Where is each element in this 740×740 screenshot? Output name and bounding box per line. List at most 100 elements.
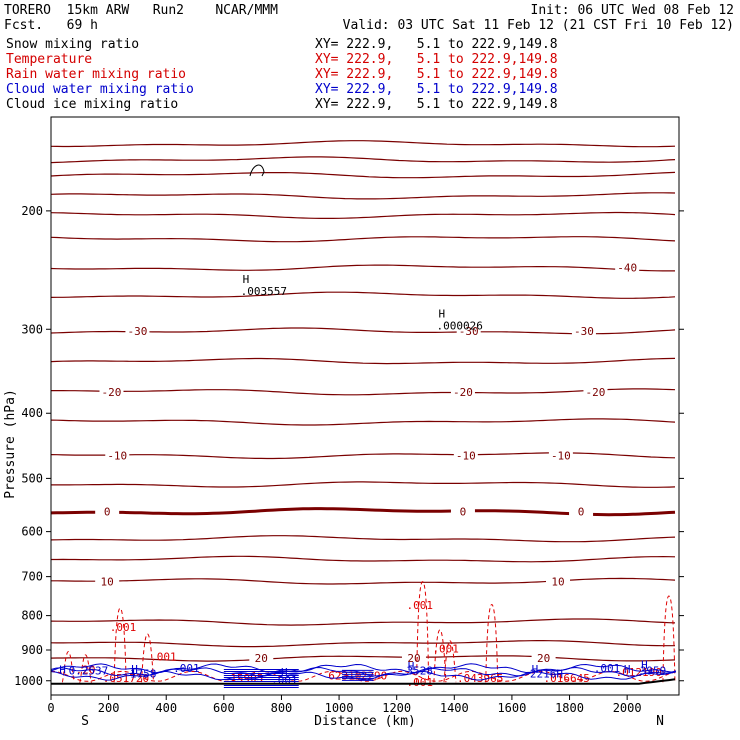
x-tick-label-1600: 1600 xyxy=(497,701,526,715)
isotherm-2 xyxy=(50,171,676,179)
field-range-rain: XY= 222.9, 5.1 to 222.9,149.8 xyxy=(315,67,558,82)
isotherm-label-6-0: -40 xyxy=(617,262,637,275)
isotherm-label-bg-10-2 xyxy=(583,385,608,398)
x-tick-label-1000: 1000 xyxy=(325,701,354,715)
snow-high-marker-1: H xyxy=(439,307,446,320)
isotherm-label-14-1: 0 xyxy=(460,505,467,518)
rain-contour-8 xyxy=(662,595,676,683)
y-tick-label-700: 700 xyxy=(21,570,43,584)
forecast-hour: Fcst. 69 h xyxy=(4,18,98,33)
x-tick-label-800: 800 xyxy=(271,701,293,715)
isotherm-label-10-1: -20 xyxy=(453,386,473,399)
isotherm-label-8-2: -30 xyxy=(574,325,594,338)
x-tick-label-200: 200 xyxy=(98,701,120,715)
x-tick-label-1800: 1800 xyxy=(555,701,584,715)
rain-contour-6 xyxy=(443,640,457,683)
snow-value-1: .000026 xyxy=(437,319,483,332)
rain-contour-1 xyxy=(79,654,93,683)
isotherm-label-bg-14-1 xyxy=(450,504,475,517)
isotherm-5 xyxy=(50,236,676,243)
cloud-label-0: H xyxy=(59,664,66,677)
temperature-isotherms: -40 -30 -30 -30 -20 -20 -20 -10 -10 -10 0 0 0 10 10 20 2… xyxy=(50,140,676,665)
cloud-contour-1 xyxy=(50,666,677,677)
cloud-label-11: .001 xyxy=(594,662,621,675)
rain-label-2: .001 xyxy=(406,599,433,612)
isotherm-18 xyxy=(50,618,676,626)
rain-contour-3 xyxy=(141,633,155,683)
cloud-label-6: .001 xyxy=(271,674,298,687)
ground-surface xyxy=(51,678,676,685)
isotherm-label-bg-17-1 xyxy=(546,574,571,587)
snow-high-marker-0: H xyxy=(243,273,250,286)
field-range-cloud-water: XY= 222.9, 5.1 to 222.9,149.8 xyxy=(315,82,558,97)
isotherm-label-8-0: -30 xyxy=(127,325,147,338)
cloud-label-3: 1758 xyxy=(130,667,157,680)
x-tick-label-0: 0 xyxy=(47,701,54,715)
isotherm-label-17-0: 10 xyxy=(101,576,114,589)
isotherm-11 xyxy=(50,418,676,426)
isotherm-label-14-2: 0 xyxy=(578,505,585,518)
cloud-label-2: H xyxy=(131,663,138,676)
isotherm-label-12-0: -10 xyxy=(107,449,127,462)
isotherm-label-bg-8-1 xyxy=(456,324,481,337)
isotherm-label-10-0: -20 xyxy=(102,386,122,399)
isotherm-label-bg-8-0 xyxy=(125,324,150,337)
y-tick-label-300: 300 xyxy=(21,322,43,336)
rain-contour-7 xyxy=(485,603,499,683)
isotherm-6 xyxy=(50,264,675,272)
cloud-label-1: 0.2537 xyxy=(69,664,109,677)
isotherm-label-10-2: -20 xyxy=(586,386,606,399)
isotherm-label-bg-20-0 xyxy=(249,650,274,663)
isotherm-15 xyxy=(50,535,676,543)
rain-contour-4 xyxy=(416,581,430,683)
isotherm-label-bg-14-2 xyxy=(569,504,594,517)
plot-frame xyxy=(50,116,680,696)
valid-time: Valid: 03 UTC Sat 11 Feb 12 (21 CST Fri … xyxy=(342,18,734,33)
init-time: Init: 06 UTC Wed 08 Feb 12 xyxy=(530,3,735,18)
isotherm-label-bg-12-1 xyxy=(453,448,478,461)
field-range-temperature: XY= 222.9, 5.1 to 222.9,149.8 xyxy=(315,52,558,67)
isotherm-3 xyxy=(50,192,676,200)
y-tick-label-800: 800 xyxy=(21,609,43,623)
y-tick-label-200: 200 xyxy=(21,204,43,218)
x-end-label-left: S xyxy=(81,714,89,729)
field-name-rain: Rain water mixing ratio xyxy=(6,67,187,82)
field-name-cloud-ice: Cloud ice mixing ratio xyxy=(6,97,179,112)
isotherm-label-bg-10-1 xyxy=(450,385,475,398)
y-tick-label-900: 900 xyxy=(21,643,43,657)
model-title: TORERO 15km ARW Run2 NCAR/MMM xyxy=(4,3,278,18)
isotherm-1 xyxy=(50,156,676,164)
rain-label-10: .016645 xyxy=(543,672,589,685)
cloud-contour-2 xyxy=(50,670,677,681)
cloud-label-12: H xyxy=(641,659,648,672)
terrain-line xyxy=(51,678,676,685)
isotherm-label-bg-6-0 xyxy=(615,260,640,273)
isotherm-10 xyxy=(51,388,676,396)
isotherm-label-14-0: 0 xyxy=(104,505,111,518)
rain-contour-5 xyxy=(433,629,447,683)
isotherm-label-bg-12-2 xyxy=(548,448,573,461)
isotherm-label-8-1: -30 xyxy=(459,325,479,338)
isotherm-label-12-1: -10 xyxy=(456,449,476,462)
cloud-label-13: 3959 xyxy=(640,664,667,677)
isotherm-label-bg-20-2 xyxy=(531,650,556,663)
snow-contour-cap xyxy=(249,164,265,177)
field-name-snow: Snow mixing ratio xyxy=(6,37,140,52)
y-tick-label-400: 400 xyxy=(21,406,43,420)
isotherm-12 xyxy=(50,452,676,460)
cloud-label-14: H xyxy=(624,663,631,676)
isotherm-label-12-2: -10 xyxy=(551,449,571,462)
isotherm-label-bg-8-2 xyxy=(571,324,596,337)
isotherm-7 xyxy=(50,291,676,299)
field-name-temperature: Temperature xyxy=(6,52,93,67)
cloud-label-4: .001 xyxy=(173,662,200,675)
cloud-label-7: H xyxy=(408,660,415,673)
isotherm-0 xyxy=(50,140,676,148)
y-tick-label-600: 600 xyxy=(21,525,43,539)
isotherm-label-bg-20-1 xyxy=(401,650,426,663)
field-range-snow: XY= 222.9, 5.1 to 222.9,149.8 xyxy=(315,37,558,52)
isotherm-label-20-0: 20 xyxy=(255,652,268,665)
isotherm-13 xyxy=(51,481,676,488)
